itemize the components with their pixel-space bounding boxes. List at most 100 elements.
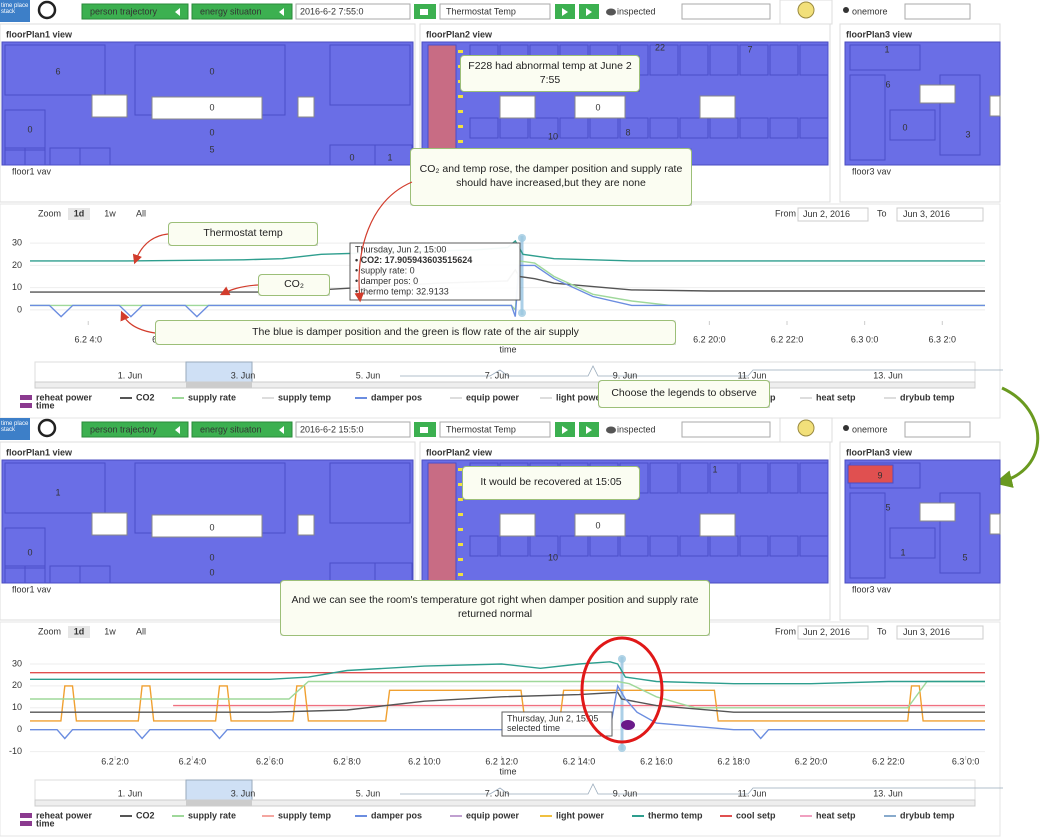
legend-label[interactable]: supply rate xyxy=(188,810,236,820)
selection-dot xyxy=(518,309,526,317)
room xyxy=(499,95,536,119)
legend-label[interactable]: CO2 xyxy=(136,392,155,402)
legend-label[interactable]: supply rate xyxy=(188,392,236,402)
tooltip xyxy=(501,711,613,737)
datetime-input[interactable] xyxy=(295,3,411,20)
inspected-label: inspected xyxy=(617,424,656,434)
zoom-button[interactable]: 1w xyxy=(104,208,116,218)
room xyxy=(499,513,536,537)
view-title: floorPlan3 view xyxy=(846,29,913,39)
zoom-button[interactable]: 1d xyxy=(74,626,85,636)
room-number: 0 xyxy=(209,127,214,137)
navigator-label: 7. Jun xyxy=(485,788,510,798)
legend-marker[interactable] xyxy=(20,403,32,408)
navigator-scrollbar[interactable] xyxy=(34,381,976,389)
zoom-active xyxy=(68,626,90,638)
room-number: 0 xyxy=(595,102,600,112)
to-input[interactable] xyxy=(896,625,984,640)
toolbar-button[interactable] xyxy=(81,3,189,20)
toolbar-button[interactable] xyxy=(191,421,293,438)
room xyxy=(849,492,886,579)
logo-text-box: time place stack xyxy=(1,3,28,15)
from-input[interactable] xyxy=(797,625,869,640)
annotation: CO₂ xyxy=(258,274,330,296)
legend-marker[interactable] xyxy=(20,821,32,826)
zoom-button[interactable]: 1w xyxy=(104,626,116,636)
sensor-dot xyxy=(458,95,463,98)
room-number: 1 xyxy=(387,152,392,162)
zoom-button[interactable]: 1d xyxy=(74,208,85,218)
scrollbar-thumb[interactable] xyxy=(186,800,252,806)
legend-label[interactable]: reheat power xyxy=(36,810,93,820)
room xyxy=(574,513,626,537)
inspected-input[interactable] xyxy=(681,3,771,20)
sensor-input[interactable] xyxy=(439,421,551,438)
room xyxy=(297,96,315,118)
room xyxy=(427,462,457,582)
legend-marker[interactable] xyxy=(20,395,32,400)
button-arrow xyxy=(175,8,180,16)
legend-label[interactable]: equip power xyxy=(466,392,520,402)
zoom-button[interactable]: All xyxy=(136,208,146,218)
legend-label[interactable]: light power xyxy=(556,810,604,820)
annotation: And we can see the room's temperature go… xyxy=(280,580,710,636)
scrollbar-thumb[interactable] xyxy=(186,382,252,388)
room xyxy=(329,462,411,524)
legend-label[interactable]: cool setp xyxy=(736,810,776,820)
toolbar-button-label: person trajectory xyxy=(90,6,158,16)
legend-label[interactable]: time xyxy=(36,818,55,828)
user-input[interactable] xyxy=(904,421,971,438)
sensor-dot xyxy=(458,513,463,516)
toolbar-button[interactable] xyxy=(81,421,189,438)
from-value: Jun 2, 2016 xyxy=(803,627,850,637)
user-name: onemore xyxy=(852,6,888,16)
legend-label[interactable]: light power xyxy=(556,392,604,402)
user-input[interactable] xyxy=(904,3,971,20)
legend-label[interactable]: supply temp xyxy=(278,392,332,402)
x-tick-label: 6.2 12:0 xyxy=(485,756,518,766)
legend-label[interactable]: reheat power xyxy=(36,392,93,402)
legend-label[interactable]: supply temp xyxy=(278,810,332,820)
legend-label[interactable]: drybub temp xyxy=(900,810,955,820)
toolbar-button[interactable] xyxy=(191,3,293,20)
legend-label[interactable]: equip power xyxy=(466,810,520,820)
x-axis-label: time xyxy=(499,766,516,776)
to-value: Jun 3, 2016 xyxy=(903,209,950,219)
legend-label[interactable]: heat setp xyxy=(816,392,856,402)
navigator-label: 1. Jun xyxy=(118,788,143,798)
legend-label[interactable]: heat setp xyxy=(816,810,856,820)
x-tick-label: 6.3 0:0 xyxy=(952,756,980,766)
room xyxy=(619,117,649,139)
datetime-input[interactable] xyxy=(295,421,411,438)
room-number: 5 xyxy=(962,552,967,562)
room xyxy=(847,464,894,484)
button-arrow xyxy=(279,8,284,16)
play-icon xyxy=(562,426,568,434)
room xyxy=(529,117,559,139)
legend-label[interactable]: drybub temp xyxy=(900,392,955,402)
room xyxy=(699,95,736,119)
room-number: 22 xyxy=(655,42,665,52)
legend-label[interactable]: damper pos xyxy=(371,392,422,402)
navigator-scrollbar[interactable] xyxy=(34,799,976,807)
series-line xyxy=(30,264,985,318)
to-input[interactable] xyxy=(896,207,984,222)
eye-icon xyxy=(606,426,616,434)
room-number: 7 xyxy=(747,44,752,54)
zoom-active xyxy=(68,208,90,220)
zoom-button[interactable]: All xyxy=(136,626,146,636)
inspected-input[interactable] xyxy=(681,421,771,438)
legend-label[interactable]: damper pos xyxy=(371,810,422,820)
room xyxy=(4,44,106,96)
sensor-input[interactable] xyxy=(439,3,551,20)
room xyxy=(769,535,799,557)
legend-label[interactable]: time xyxy=(36,400,55,410)
selection-dot xyxy=(618,655,626,663)
legend-label[interactable]: thermo temp xyxy=(648,810,703,820)
legend-marker[interactable] xyxy=(20,813,32,818)
room-number: 1 xyxy=(884,44,889,54)
from-input[interactable] xyxy=(797,207,869,222)
annotation-arrow xyxy=(120,310,156,334)
legend-label[interactable]: CO2 xyxy=(136,810,155,820)
room xyxy=(989,513,1001,535)
